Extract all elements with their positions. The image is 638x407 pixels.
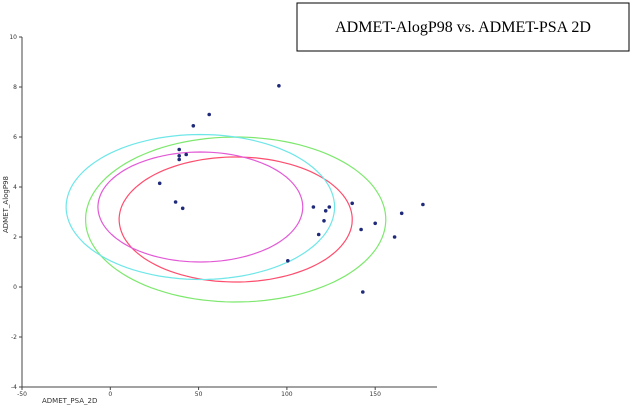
confidence-ellipse-3	[65, 133, 336, 281]
y-tick-label: 8	[13, 84, 17, 91]
data-point	[327, 205, 332, 209]
confidence-ellipse-2	[118, 156, 353, 283]
data-point	[421, 202, 425, 207]
confidence-ellipse-4	[97, 151, 304, 263]
title-box: ADMET-AlogP98 vs. ADMET-PSA 2D	[296, 2, 630, 52]
x-tick-label: 50	[195, 391, 203, 398]
confidence-ellipses	[65, 133, 387, 303]
x-tick-label: -50	[17, 391, 27, 398]
y-tick-label: 2	[13, 234, 17, 241]
data-point	[177, 147, 181, 152]
chart-title: ADMET-AlogP98 vs. ADMET-PSA 2D	[335, 19, 591, 36]
tick-labels: -50 0 50 100 150 -4 -2 0 2 4 6 8 10	[9, 34, 381, 398]
data-point	[207, 112, 211, 117]
x-tick-label: 100	[281, 391, 293, 398]
data-point	[350, 201, 355, 206]
data-point	[373, 221, 378, 226]
y-tick-label: 4	[13, 184, 17, 191]
data-point	[157, 181, 162, 186]
data-point	[177, 154, 181, 158]
y-tick-label: -2	[11, 334, 17, 341]
axes	[21, 37, 437, 388]
y-tick-label: -4	[11, 384, 17, 391]
data-point	[392, 235, 397, 239]
data-point	[184, 152, 188, 157]
data-point	[323, 209, 328, 213]
data-point	[180, 206, 185, 211]
data-point	[311, 205, 316, 209]
data-point	[191, 124, 196, 128]
data-point	[316, 232, 321, 237]
x-tick-label: 150	[369, 391, 381, 398]
data-point	[399, 211, 404, 216]
y-tick-label: 10	[9, 34, 17, 41]
data-point	[173, 200, 178, 204]
data-point	[277, 84, 281, 88]
title-border	[296, 2, 630, 52]
data-point	[322, 219, 326, 223]
y-tick-label: 6	[13, 134, 17, 141]
data-point	[359, 227, 363, 232]
data-point	[361, 290, 365, 294]
x-axis-label: ADMET_PSA_2D	[42, 397, 97, 405]
x-tick-label: 0	[108, 391, 112, 398]
data-points	[157, 84, 425, 294]
y-axis-label: ADMET_AlogP98	[2, 176, 10, 233]
y-tick-label: 0	[13, 284, 17, 291]
data-point	[177, 157, 181, 162]
data-point	[286, 259, 290, 263]
confidence-ellipse-1	[84, 136, 387, 303]
